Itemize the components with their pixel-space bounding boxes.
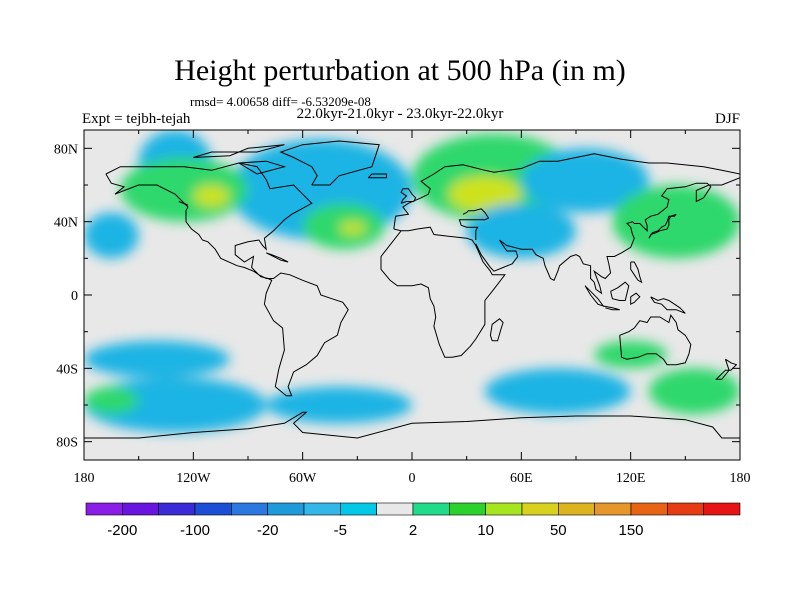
colorbar-swatch [449,502,486,516]
coastline [238,160,287,175]
colorbar-label: -200 [107,522,137,539]
coastline [105,162,349,397]
coastline [279,140,380,186]
colorbar-swatch [376,502,414,516]
coastline [630,292,641,306]
coastline [603,305,620,311]
coastline [400,188,417,204]
anomaly-region [484,368,631,415]
coastline [178,201,189,206]
colorbar-label: 10 [477,522,494,539]
colorbar-swatch [412,502,450,516]
anomaly-region [193,185,230,207]
coastline [715,358,738,380]
x-tick-label: 120W [176,471,211,486]
anomaly-region [521,148,649,213]
colorbar-label: 2 [409,522,417,539]
anomaly-region [648,368,740,415]
anomaly-region [84,340,230,378]
colorbar-swatch [521,502,559,516]
coastline [489,318,504,342]
colorbar-swatch [667,502,704,516]
experiment-label: Expt = tejbh-tejah [82,111,191,127]
colorbar-label: -5 [334,522,347,539]
x-tick-label: 180 [74,471,95,486]
x-tick-label: 0 [409,471,416,486]
coastline [630,261,643,284]
colorbar-swatch [158,502,196,516]
y-tick-label: 40N [54,216,78,231]
coastline [619,314,692,366]
colorbar-label: 50 [550,522,567,539]
anomaly-region [594,340,668,369]
coastline [648,213,677,239]
anomaly-region [466,203,576,259]
coastline [193,144,285,158]
colorbar-swatch [594,502,632,516]
coastline [650,296,686,314]
anomaly-region [84,386,139,415]
colorbar-label: -100 [180,522,210,539]
colorbar-swatch [122,502,159,516]
colorbar-swatch [303,502,341,516]
x-tick-label: 60W [289,471,317,486]
stat-line: rmsd= 4.00658 diff= -6.53209e-08 [190,94,371,109]
colorbar-swatch [630,502,668,516]
colorbar-swatch [558,502,595,516]
colorbar-swatch [267,502,305,516]
anomaly-region [612,185,740,259]
chart-title: Height perturbation at 500 hPa (in m) [174,54,626,87]
coastline [393,153,740,230]
y-tick-label: 80S [56,436,78,451]
colorbar-label: 150 [618,522,643,539]
anomaly-region [84,212,139,259]
y-tick-label: 80N [54,142,78,157]
colorbar-swatch [485,502,523,516]
chart-subtitle: 22.0kyr-21.0kyr - 23.0kyr-22.0kyr [296,106,504,122]
colorbar-label: -20 [257,522,279,539]
x-tick-label: 180 [730,471,751,486]
coastline [475,177,740,295]
anomaly-region [339,221,367,235]
coastline [84,411,740,439]
colorbar-swatch [703,502,741,516]
coastline [458,208,490,240]
season-label: DJF [714,111,740,127]
x-tick-label: 60E [510,471,533,486]
x-tick-label: 120E [616,471,646,486]
coastline [265,252,289,263]
anomaly-region [448,175,522,213]
colorbar-swatch [231,502,268,516]
y-tick-label: 0 [71,289,78,304]
coastline [610,281,630,301]
coastline [367,173,387,179]
anomaly-region [266,386,412,424]
colorbar-swatch [85,502,123,516]
colorbar-swatch [340,502,377,516]
coastline [380,226,506,358]
y-tick-label: 40S [56,362,78,377]
colorbar-swatch [194,502,232,516]
